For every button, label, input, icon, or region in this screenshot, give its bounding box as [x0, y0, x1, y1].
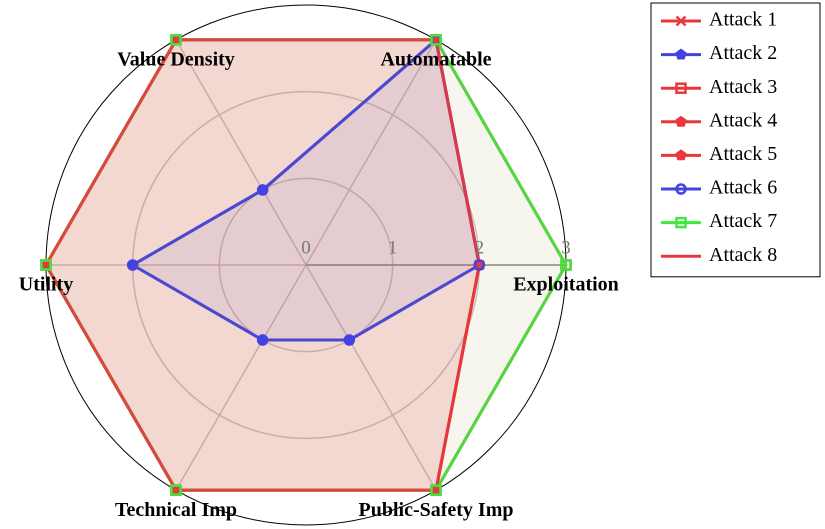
marker — [473, 259, 486, 271]
legend-marker — [675, 82, 687, 94]
marker — [170, 34, 182, 46]
legend-marker — [675, 216, 687, 229]
category-label: Utility — [19, 274, 73, 296]
marker — [40, 259, 52, 271]
r-tick-label: 1 — [388, 237, 398, 258]
legend-label: Attack 3 — [709, 76, 777, 98]
legend-marker — [675, 149, 687, 161]
spoke — [175, 39, 307, 266]
marker — [430, 484, 442, 496]
legend-label: Attack 8 — [709, 244, 777, 266]
marker — [170, 484, 182, 496]
legend-label: Attack 1 — [709, 9, 777, 31]
legend-label: Attack 5 — [709, 143, 777, 165]
marker — [343, 334, 356, 346]
r-tick-label: 3 — [561, 237, 571, 258]
marker — [560, 259, 572, 271]
r-tick-label: 2 — [475, 237, 485, 258]
marker — [430, 34, 442, 46]
legend-label: Attack 7 — [709, 210, 777, 232]
marker — [256, 184, 269, 196]
category-label: Value Density — [117, 48, 235, 70]
legend-label: Attack 2 — [709, 42, 777, 64]
marker — [256, 334, 269, 346]
legend-marker — [675, 15, 687, 27]
marker — [126, 259, 139, 271]
category-label: Automatable — [380, 48, 491, 70]
r-tick-label: 0 — [301, 237, 311, 258]
spoke — [175, 264, 307, 491]
spoke — [305, 264, 437, 491]
legend-marker — [675, 183, 687, 195]
category-label: Public-Safety Imp — [359, 499, 514, 521]
category-label: Exploitation — [513, 274, 619, 296]
legend-marker — [675, 115, 687, 127]
spoke — [305, 39, 437, 266]
series-line — [44, 38, 481, 492]
legend-marker — [675, 48, 687, 60]
category-label: Technical Imp — [115, 499, 237, 521]
legend-label: Attack 6 — [709, 177, 777, 199]
legend-box — [650, 2, 821, 278]
legend-label: Attack 4 — [709, 109, 777, 131]
